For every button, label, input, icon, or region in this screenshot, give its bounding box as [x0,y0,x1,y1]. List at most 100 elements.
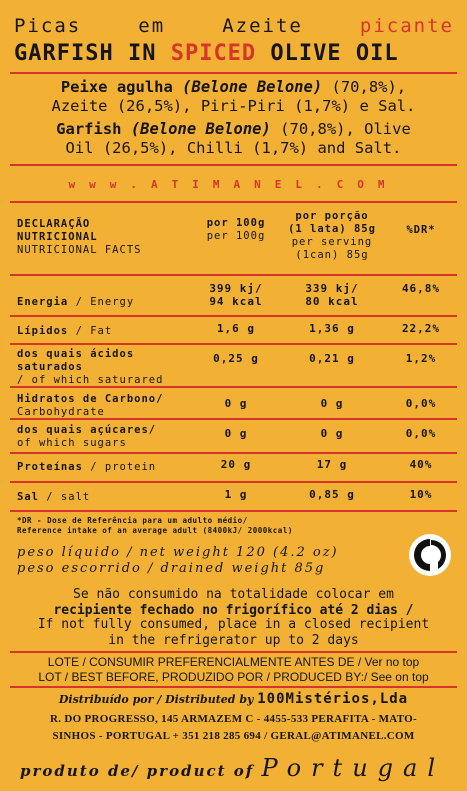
ingredients-en-fish: Garfish [56,120,122,138]
title-english-b: OLIVE OIL [256,41,399,66]
row-label: Sal [17,491,39,503]
distributor-brand: 100Mistérios,Lda [257,691,409,707]
storage-pt-2: recipiente fechado no frigorífico até 2 … [53,603,414,618]
ingredients-en-rest1: (70,8%), Olive [270,120,411,138]
title-english: GARFISH IN SPICED OLIVE OIL [14,41,454,67]
divider [10,651,457,653]
salt-serving: 0,85 g [309,488,355,501]
row-label-en: Carbohydrate [17,406,105,418]
header-per100-pt: por 100g [206,217,266,229]
header-en: NUTRICIONAL FACTS [17,244,142,256]
title-word-3: Azeite [222,15,303,37]
row-label: dos quais ácidos saturados [17,348,135,373]
ingredients-pt-latin: (Belone Belone) [182,78,323,96]
title-word-4: picante [359,15,454,37]
storage-pt: Se não consumido na totalidade colocar e… [10,587,457,619]
row-label-en: of which sugars [17,437,127,449]
table-divider [10,386,457,388]
address-line-1: R. DO PROGRESSO, 145 ARMAZEM C - 4455-53… [50,713,417,725]
salt-per100: 1 g [224,488,248,501]
header-pt-1: DECLARAÇÃO [17,218,91,230]
row-label: Proteínas [17,461,83,473]
divider [10,201,457,203]
table-divider [10,452,457,454]
header-serving-can-en: (1can) 85g [295,249,369,261]
origin-country: Portugal [261,754,445,782]
title-portuguese: Picas em Azeite picante [14,15,454,37]
drained-weight: peso escorrido / drained weight 85g [17,561,326,576]
ingredients-pt-rest1: (70,8%), [322,78,407,96]
ingredients-pt-fish: Peixe agulha [60,78,173,96]
header-per100-en: per 100g [206,230,266,242]
divider [10,72,457,74]
fat-dr: 22,2% [401,322,441,335]
sugars-serving: 0 g [320,427,344,440]
nutrition-header-dr: %DR* [388,224,454,237]
storage-pt-1: Se não consumido na totalidade colocar e… [73,587,394,602]
row-label: Energia [17,296,69,308]
ingredients-pt-rest2: Azeite (26,5%), Piri-Piri (1,7%) e Sal. [51,97,416,115]
energy-per100: 399 kj/94 kcal [196,282,276,308]
nutrition-header-label: DECLARAÇÃO NUTRICIONAL NUTRICIONAL FACTS [17,218,202,257]
storage-en: If not fully consumed, place in a closed… [10,617,457,649]
lot-info: LOTE / CONSUMIR PREFERENCIALMENTE ANTES … [10,655,457,685]
nutrition-header-per100: por 100g per 100g [196,217,276,243]
protein-dr: 40% [409,458,433,471]
footnote-en: Reference intake of an average adult (84… [17,526,293,535]
nutrition-row-saturated: dos quais ácidos saturados / of which sat… [17,348,192,387]
protein-serving: 17 g [316,458,348,471]
protein-per100: 20 g [220,458,252,471]
ingredients-en-rest2: Oil (26,5%), Chilli (1,7%) and Salt. [65,139,402,157]
storage-en-1: If not fully consumed, place in a closed… [37,617,430,632]
nutrition-row-salt: Sal / salt [17,491,202,504]
header-serving-can: (1 lata) 85g [288,223,376,235]
table-divider [10,418,457,420]
divider [10,686,457,688]
saturated-per100: 0,25 g [213,352,259,365]
value: 339 kj/ [305,282,359,295]
origin: produto de/ product of Portugal [20,754,445,782]
table-divider [10,274,457,276]
row-label: dos quais açúcares/ [17,424,157,436]
origin-label: produto de/ product of [20,762,255,780]
table-divider [10,315,457,317]
saturated-dr: 1,2% [405,352,437,365]
distributor-label: Distribuído por / Distributed by [58,693,254,706]
fat-serving: 1,36 g [309,322,355,335]
row-label: Lípidos [17,325,69,337]
divider [10,164,457,166]
energy-serving: 339 kj/80 kcal [280,282,384,308]
nutrition-row-carbohydrate: Hidratos de Carbono/Carbohydrate [17,393,202,419]
nutrition-row-sugars: dos quais açúcares/of which sugars [17,424,202,450]
carbohydrate-dr: 0,0% [405,397,437,410]
row-label-en: / Fat [68,325,113,337]
row-label-en: / protein [82,461,157,473]
header-pt-2: NUTRICIONAL [17,231,98,243]
ingredients-pt: Peixe agulha (Belone Belone) (70,8%), Az… [10,78,457,116]
header-dr: %DR* [406,224,436,236]
table-divider [10,481,457,483]
nutrition-row-energy: Energia / Energy [17,296,202,309]
net-weight: peso líquido / net weight 120 (4.2 oz) [17,545,339,560]
nutrition-row-protein: Proteínas / protein [17,461,202,474]
address-line-2: SINHOS - PORTUGAL + 351 218 285 694 / GE… [52,730,415,742]
lot-line-1: LOTE / CONSUMIR PREFERENCIALMENTE ANTES … [47,655,420,669]
nutrition-header-serving: por porção (1 lata) 85g per serving (1ca… [280,210,384,262]
energy-dr: 46,8% [401,282,441,295]
carbohydrate-serving: 0 g [320,397,344,410]
sugars-dr: 0,0% [405,427,437,440]
carbohydrate-per100: 0 g [224,397,248,410]
value: 399 kj/ [209,282,263,295]
row-label-en: / of which saturared [17,374,164,386]
salt-dr: 10% [409,488,433,501]
header-serving-en: per serving [291,236,373,248]
website: www.ATIMANEL.COM [68,178,399,191]
table-divider [10,343,457,345]
green-dot-recycling-icon [408,533,452,577]
title-word-1: Picas [14,15,82,37]
header-serving-pt: por porção [295,210,369,222]
row-label: Hidratos de Carbono/ [17,393,164,405]
ingredients-en-latin: (Belone Belone) [130,120,271,138]
ingredients-en: Garfish (Belone Belone) (70,8%), Olive O… [10,120,457,158]
row-label-en: / Energy [68,296,135,308]
